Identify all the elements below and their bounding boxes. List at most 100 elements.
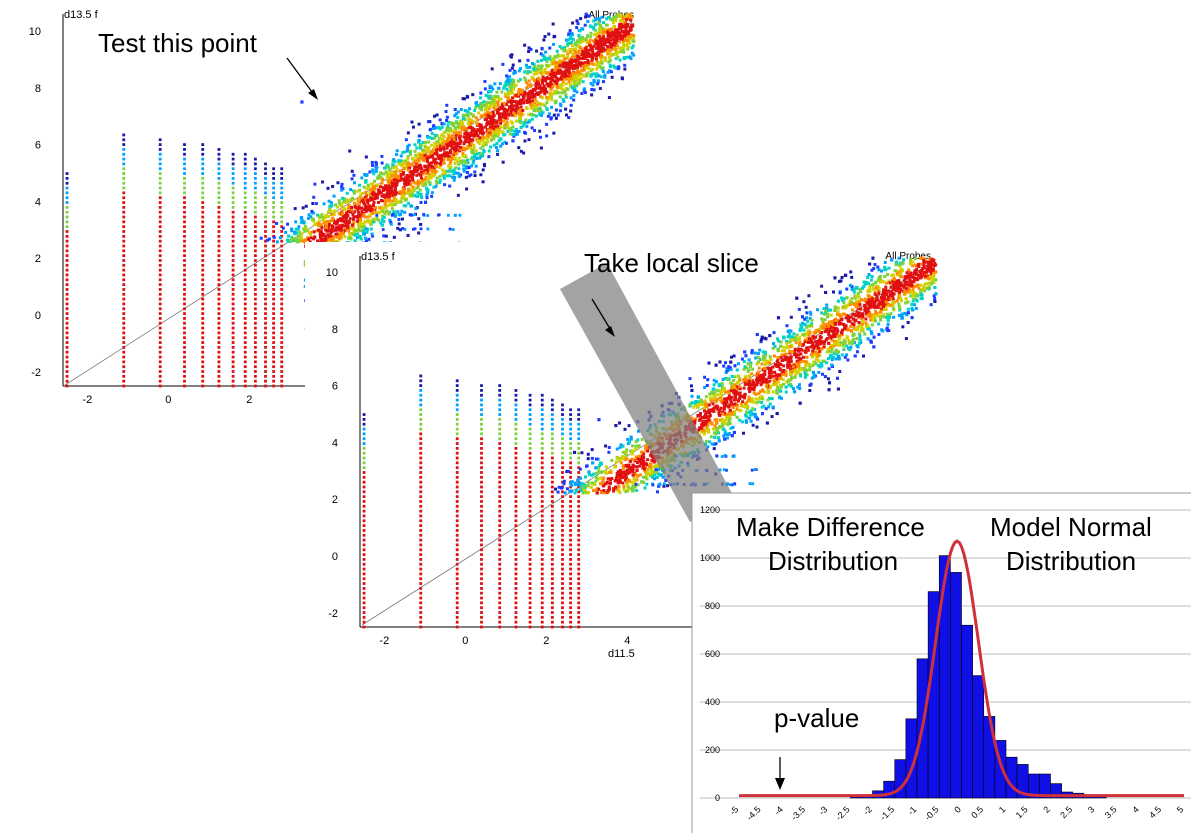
scatter-point	[438, 141, 442, 145]
stripe-point	[550, 548, 554, 552]
scatter-point	[416, 191, 420, 195]
stripe-point	[480, 389, 483, 392]
stripe-point	[498, 509, 502, 513]
stripe-point	[122, 176, 126, 180]
scatter-point	[625, 38, 629, 42]
scatter-point	[561, 88, 565, 92]
scatter-point	[581, 80, 585, 84]
scatter-point	[429, 175, 433, 179]
scatter-point	[598, 64, 602, 68]
scatter-point	[281, 226, 285, 230]
scatter-point	[458, 142, 462, 146]
stripe-point	[480, 582, 483, 585]
scatter-point	[626, 35, 630, 39]
stripe-point	[243, 341, 247, 344]
scatter-point	[419, 176, 423, 180]
scatter-point	[408, 149, 412, 153]
scatter-point	[484, 143, 488, 147]
stripe-point	[362, 591, 366, 595]
scatter-point	[439, 144, 443, 148]
stripe-point	[158, 331, 162, 335]
scatter-point	[396, 174, 400, 178]
scatter-point	[364, 179, 368, 183]
stripe-point	[550, 413, 554, 416]
stripe-point	[253, 283, 257, 287]
stripe-point	[183, 345, 186, 349]
scatter-point	[390, 204, 394, 208]
stripe-point	[183, 283, 186, 287]
scatter-point	[492, 106, 496, 110]
stripe-point	[183, 186, 186, 190]
scatter-point	[366, 215, 370, 219]
stripe-point	[231, 201, 235, 204]
scatter-point	[584, 38, 588, 42]
scatter-point	[387, 184, 391, 188]
scatter-point	[378, 206, 382, 210]
stripe-point	[540, 451, 544, 455]
stripe-point	[419, 615, 423, 619]
stripe-point	[158, 283, 162, 287]
scatter-point	[519, 107, 523, 111]
scatter-point	[785, 380, 789, 384]
scatter-point	[300, 232, 304, 236]
stripe-point	[253, 167, 257, 171]
scatter-point	[524, 131, 528, 135]
stripe-point	[264, 360, 267, 364]
scatter-point	[589, 69, 593, 73]
stripe-point	[201, 317, 205, 320]
scatter-point	[397, 159, 401, 163]
scatter-point	[598, 53, 602, 57]
stripe-point	[201, 268, 205, 272]
scatter-point	[417, 134, 421, 138]
stripe-point	[455, 432, 459, 436]
scatter-point	[487, 89, 491, 93]
scatter-point	[541, 75, 545, 79]
scatter-point	[453, 156, 457, 160]
scatter-point	[449, 140, 453, 144]
scatter-point	[483, 112, 487, 116]
scatter-point	[548, 112, 552, 116]
stripe-point	[231, 220, 235, 224]
stripe-point	[528, 596, 532, 600]
scatter-point	[484, 114, 488, 118]
scatter-point	[399, 200, 403, 204]
scatter-point	[563, 75, 567, 79]
scatter-point	[568, 63, 572, 67]
stripe-point	[253, 220, 257, 224]
scatter-point	[352, 229, 356, 233]
scatter-point	[564, 86, 568, 90]
scatter-point	[368, 170, 372, 174]
stripe-point	[183, 297, 186, 301]
scatter-point	[595, 32, 599, 36]
scatter-point	[362, 228, 366, 232]
scatter-point	[474, 101, 478, 105]
stripe-point	[362, 524, 366, 528]
stripe-point	[231, 205, 235, 209]
stripe-point	[577, 562, 581, 566]
scatter-point	[345, 200, 349, 204]
stripe-point	[217, 230, 221, 233]
stripe-point	[498, 620, 502, 624]
stripe-point	[201, 215, 205, 219]
stripe-point	[514, 529, 518, 532]
scatter-point	[466, 110, 470, 114]
scatter-point	[467, 174, 471, 178]
scatter-point	[500, 112, 504, 116]
scatter-point	[489, 102, 493, 106]
stripe-point	[183, 374, 186, 378]
scatter-point	[423, 140, 427, 144]
stripe-point	[528, 538, 532, 542]
scatter-point	[588, 24, 592, 28]
scatter-point	[321, 237, 325, 241]
y-tick-label: 2	[35, 253, 41, 265]
scatter-point	[445, 126, 449, 130]
scatter-point	[509, 78, 513, 82]
stripe-point	[280, 201, 284, 204]
scatter-point	[440, 125, 444, 129]
stripe-point	[419, 379, 423, 383]
stripe-point	[419, 606, 423, 610]
scatter-point	[495, 121, 499, 125]
scatter-point	[450, 154, 454, 158]
scatter-point	[385, 192, 389, 196]
stripe-point	[243, 278, 247, 282]
